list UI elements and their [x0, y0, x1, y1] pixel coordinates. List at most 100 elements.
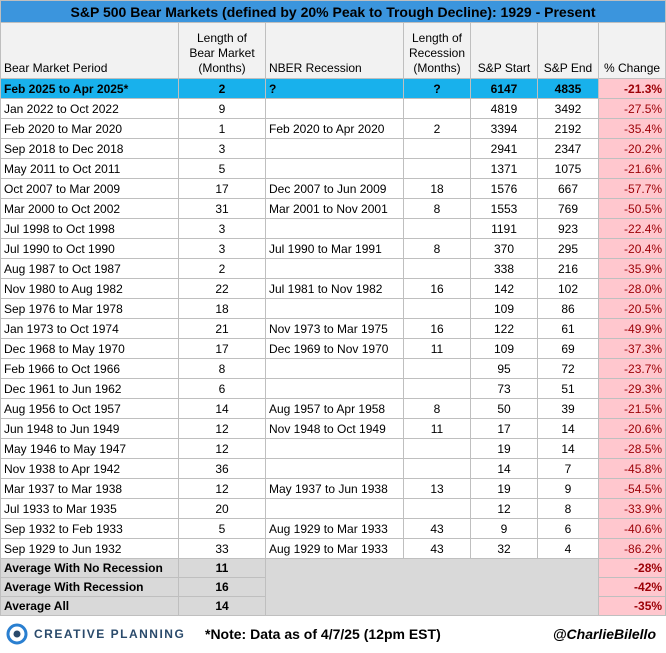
bear-length: 5	[178, 158, 266, 179]
bear-length: 3	[178, 138, 266, 159]
data-row: Mar 2000 to Oct 2002 31 Mar 2001 to Nov 20…	[0, 198, 666, 219]
column-header: NBER Recession	[265, 22, 404, 79]
sp-end: 216	[537, 258, 599, 279]
logo: CREATIVE PLANNING	[0, 623, 201, 645]
bear-length: 1	[178, 118, 266, 139]
sp-end: 14	[537, 418, 599, 439]
sp-start: 142	[470, 278, 538, 299]
sp-start: 14	[470, 458, 538, 479]
recession-length: 11	[403, 338, 471, 359]
data-row: Feb 2020 to Mar 2020 1 Feb 2020 to Apr 202…	[0, 118, 666, 139]
period: Dec 1961 to Jun 1962	[0, 378, 179, 399]
period: Nov 1938 to Apr 1942	[0, 458, 179, 479]
pct-change: -86.2%	[597, 538, 666, 559]
data-row: Nov 1938 to Apr 1942 36 14 7 -45.8%	[0, 458, 666, 479]
column-header: Length of Bear Market (Months)	[178, 22, 266, 79]
data-row: Jan 2022 to Oct 2022 9 4819 3492 -27.5%	[0, 98, 666, 119]
sp-start: 1576	[470, 178, 538, 199]
period: Sep 1976 to Mar 1978	[0, 298, 179, 319]
sp-start: 6147	[470, 78, 538, 99]
sp-start: 1191	[470, 218, 538, 239]
nber-recession: Nov 1948 to Oct 1949	[265, 418, 404, 439]
nber-recession: Mar 2001 to Nov 2001	[265, 198, 404, 219]
recession-length: 11	[403, 418, 471, 439]
data-row: Feb 2025 to Apr 2025* 2?? 6147 4835 -21.3%	[0, 78, 666, 99]
pct-change: -21.3%	[597, 78, 666, 99]
bear-length: 9	[178, 98, 266, 119]
pct-change: -37.3%	[597, 338, 666, 359]
period: Oct 2007 to Mar 2009	[0, 178, 179, 199]
period: Mar 2000 to Oct 2002	[0, 198, 179, 219]
recession-length	[403, 378, 471, 399]
period: Jan 2022 to Oct 2022	[0, 98, 179, 119]
recession-length	[403, 98, 471, 119]
sp-start: 338	[470, 258, 538, 279]
column-header: Length of Recession (Months)	[403, 22, 471, 79]
pct-change: -20.5%	[597, 298, 666, 319]
pct-change: -50.5%	[597, 198, 666, 219]
nber-recession: Feb 2020 to Apr 2020	[265, 118, 404, 139]
sp-end: 72	[537, 358, 599, 379]
average-pct: -35%	[597, 596, 666, 616]
nber-recession: Aug 1929 to Mar 1933	[265, 518, 404, 539]
sp-start: 9	[470, 518, 538, 539]
period: Mar 1937 to Mar 1938	[0, 478, 179, 499]
column-header: S&P Start	[470, 22, 538, 79]
nber-recession: Jul 1990 to Mar 1991	[265, 238, 404, 259]
sp-start: 2941	[470, 138, 538, 159]
average-length: 16	[178, 577, 266, 597]
bear-length: 20	[178, 498, 266, 519]
logo-icon	[6, 623, 28, 645]
data-row: Oct 2007 to Mar 2009 17 Dec 2007 to Jun 20…	[0, 178, 666, 199]
sp-end: 2192	[537, 118, 599, 139]
recession-length: 16	[403, 278, 471, 299]
data-row: Mar 1937 to Mar 1938 12 May 1937 to Jun 19…	[0, 478, 666, 499]
recession-length	[403, 358, 471, 379]
bear-length: 22	[178, 278, 266, 299]
sp-start: 12	[470, 498, 538, 519]
sp-start: 1553	[470, 198, 538, 219]
period: Feb 1966 to Oct 1966	[0, 358, 179, 379]
data-row: May 1946 to May 1947 12 19 14 -28.5%	[0, 438, 666, 459]
nber-recession	[265, 98, 404, 119]
sp-start: 95	[470, 358, 538, 379]
data-row: Jan 1973 to Oct 1974 21 Nov 1973 to Mar 19…	[0, 318, 666, 339]
recession-length	[403, 218, 471, 239]
period: May 2011 to Oct 2011	[0, 158, 179, 179]
average-label: Average With No Recession	[0, 558, 179, 578]
average-row: Average With No Recession 11 -28%	[0, 558, 666, 616]
bear-length: 12	[178, 418, 266, 439]
pct-change: -28.0%	[597, 278, 666, 299]
nber-recession: Dec 1969 to Nov 1970	[265, 338, 404, 359]
title: S&P 500 Bear Markets (defined by 20% Pea…	[0, 0, 666, 23]
handle: @CharlieBilello	[552, 626, 656, 642]
bear-length: 17	[178, 338, 266, 359]
average-length: 14	[178, 596, 266, 616]
bear-length: 36	[178, 458, 266, 479]
data-row: Aug 1956 to Oct 1957 14 Aug 1957 to Apr 19…	[0, 398, 666, 419]
nber-recession	[265, 378, 404, 399]
sp-start: 109	[470, 298, 538, 319]
sp-end: 923	[537, 218, 599, 239]
pct-change: -35.9%	[597, 258, 666, 279]
period: Jan 1973 to Oct 1974	[0, 318, 179, 339]
average-row: Average With Recession 16 -42%	[0, 577, 666, 597]
bear-length: 3	[178, 238, 266, 259]
nber-recession	[265, 138, 404, 159]
period: Aug 1987 to Oct 1987	[0, 258, 179, 279]
data-row: Sep 1932 to Feb 1933 5 Aug 1929 to Mar 193…	[0, 518, 666, 539]
nber-recession	[265, 498, 404, 519]
recession-length: 2	[403, 118, 471, 139]
sp-start: 19	[470, 478, 538, 499]
footer: CREATIVE PLANNING *Note: Data as of 4/7/…	[0, 615, 666, 653]
sp-end: 51	[537, 378, 599, 399]
bear-length: 21	[178, 318, 266, 339]
bear-length: 12	[178, 438, 266, 459]
period: Jul 1933 to Mar 1935	[0, 498, 179, 519]
bear-length: 14	[178, 398, 266, 419]
sp-end: 102	[537, 278, 599, 299]
pct-change: -20.4%	[597, 238, 666, 259]
sp-start: 32	[470, 538, 538, 559]
sp-start: 17	[470, 418, 538, 439]
